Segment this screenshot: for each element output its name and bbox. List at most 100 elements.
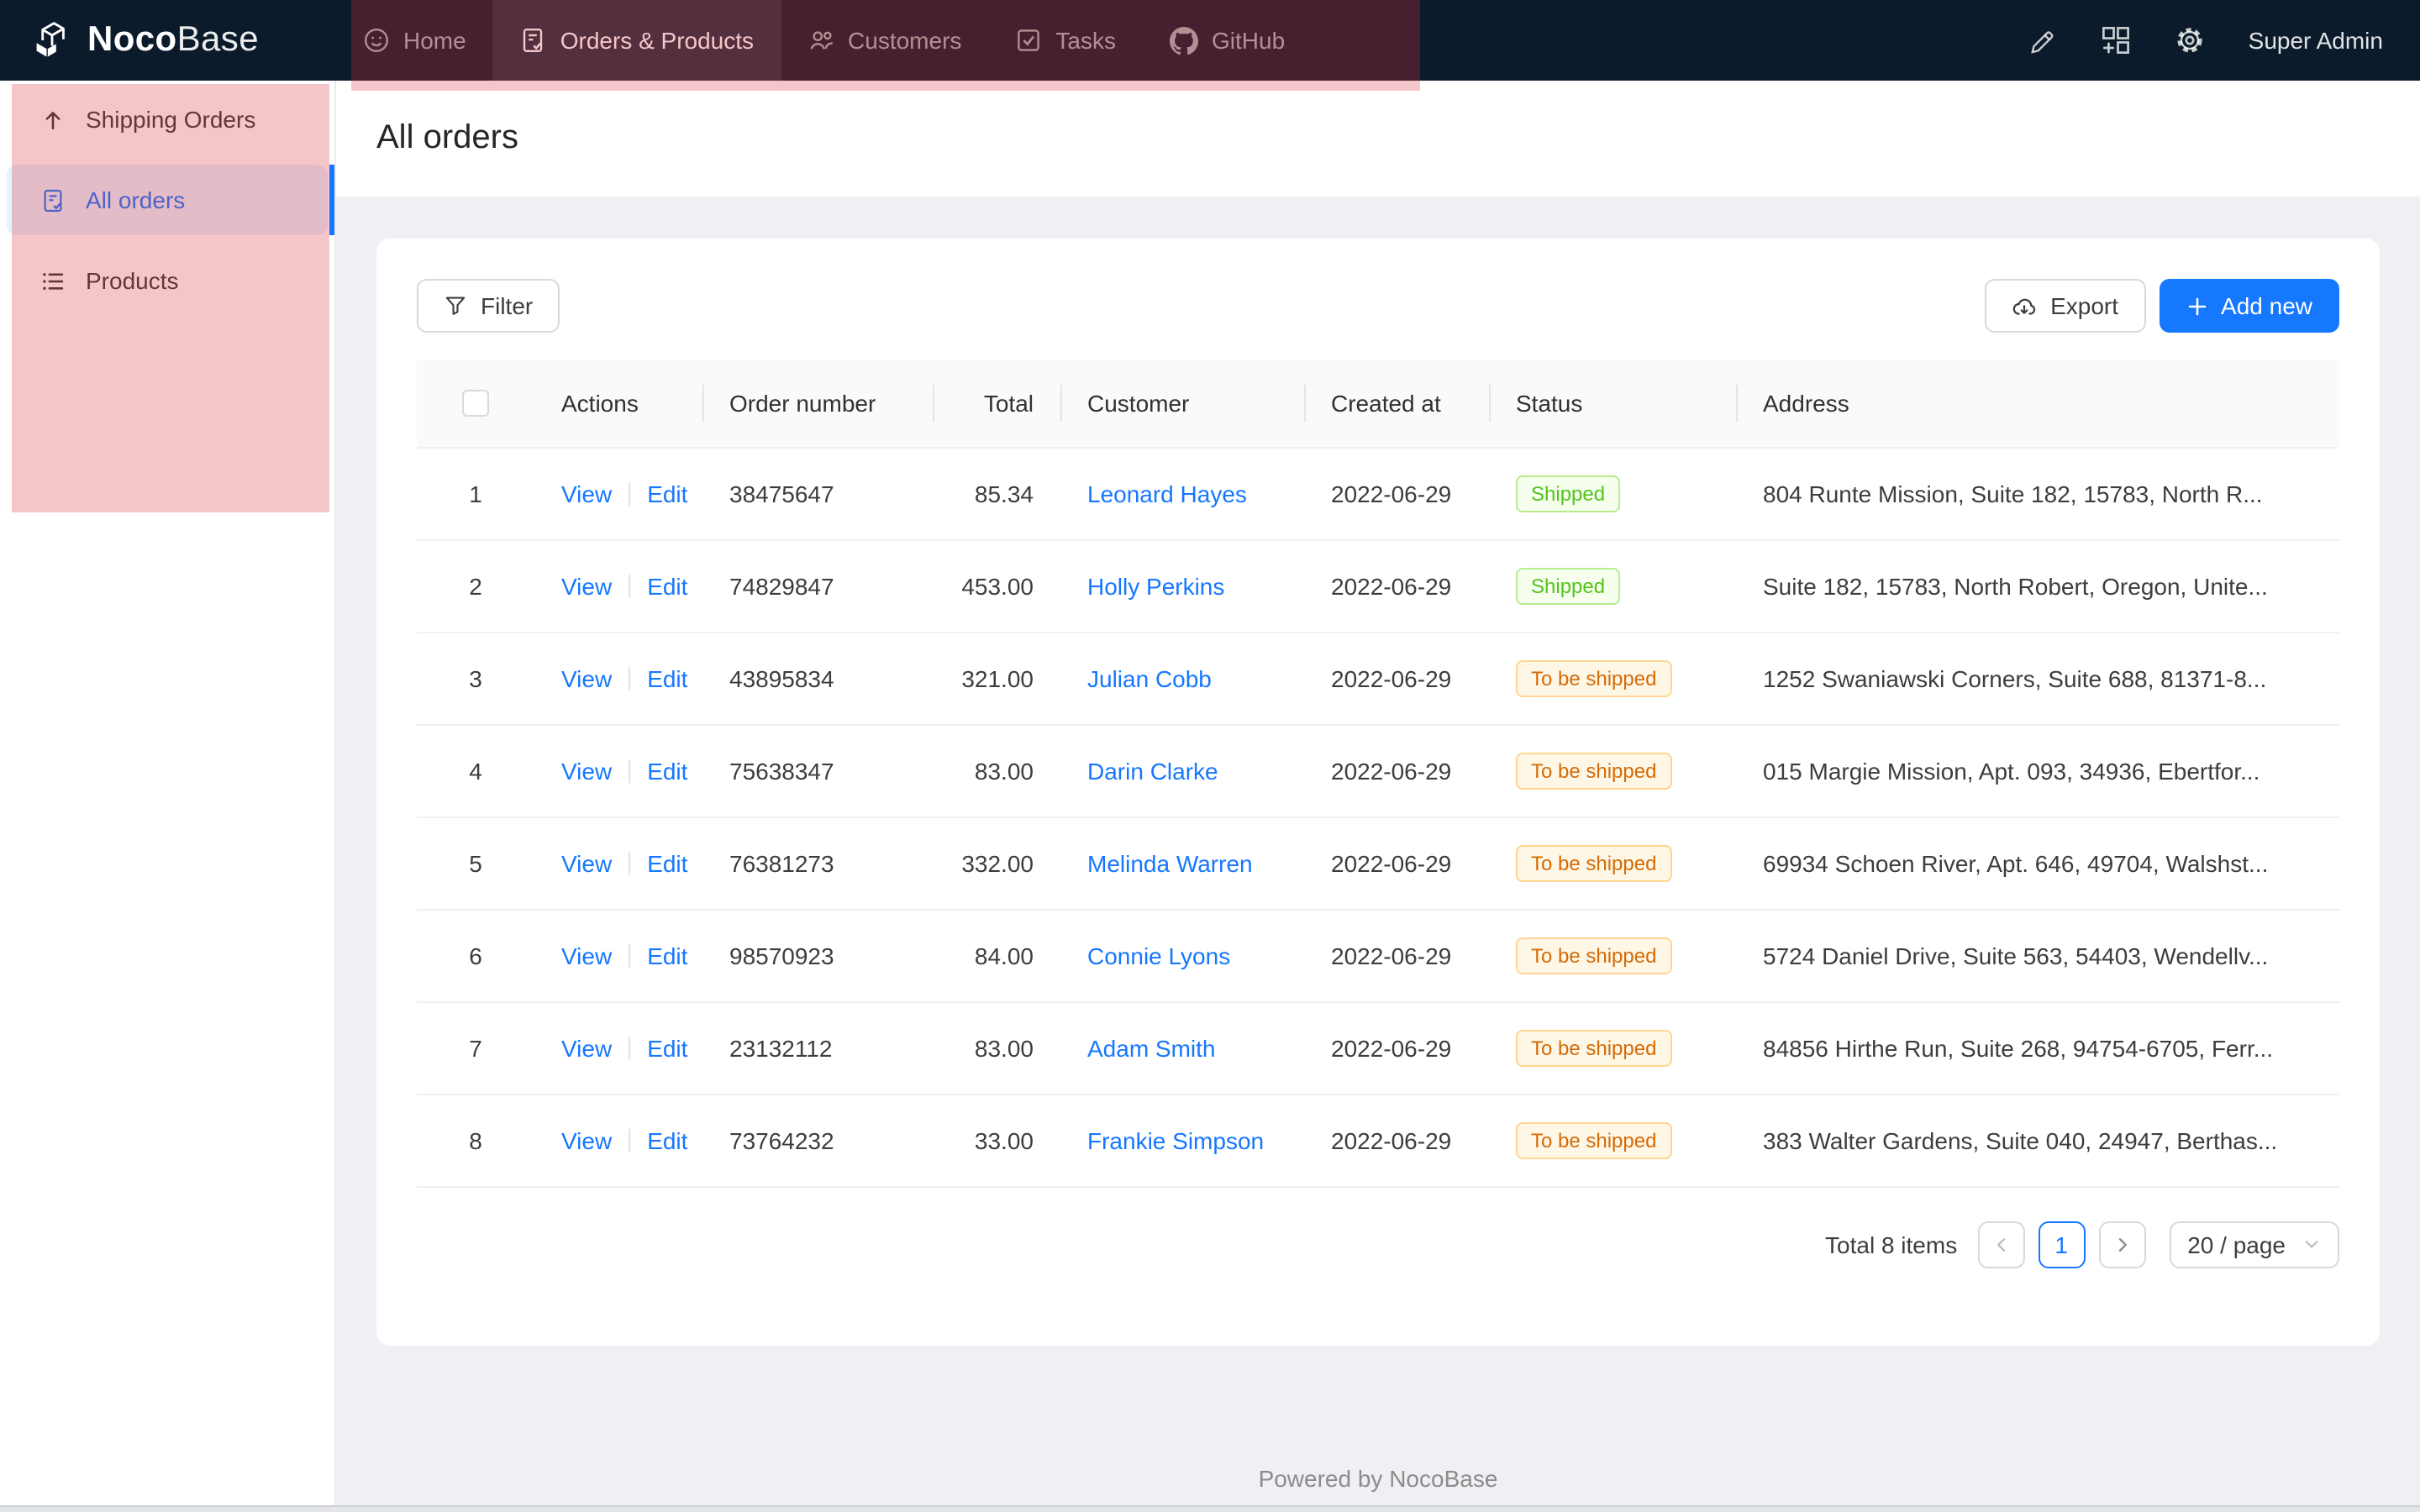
filter-button[interactable]: Filter bbox=[417, 279, 560, 333]
created-at-cell: 2022-06-29 bbox=[1304, 909, 1489, 1002]
row-index: 8 bbox=[469, 1126, 482, 1153]
address-cell: 84856 Hirthe Run, Suite 268, 94754-6705,… bbox=[1736, 1001, 2339, 1095]
customer-link[interactable]: Julian Cobb bbox=[1087, 664, 1212, 691]
row-index: 4 bbox=[469, 757, 482, 784]
address-cell: 383 Walter Gardens, Suite 040, 24947, Be… bbox=[1736, 1094, 2339, 1187]
sidebar-menu: Shipping Orders All orders bbox=[0, 81, 334, 316]
page-1-button[interactable]: 1 bbox=[2038, 1221, 2086, 1268]
edit-link[interactable]: Edit bbox=[647, 664, 688, 691]
nav-item-orders-products[interactable]: Orders & Products bbox=[492, 0, 781, 81]
nav-item-label: Tasks bbox=[1055, 27, 1116, 54]
table-header-row: Actions Order number Total Customer Crea… bbox=[417, 360, 2339, 448]
created-at-cell: 2022-06-29 bbox=[1304, 1094, 1489, 1187]
arrow-up-icon bbox=[40, 107, 66, 132]
view-link[interactable]: View bbox=[561, 664, 613, 691]
action-divider bbox=[629, 481, 631, 505]
prev-page-button[interactable] bbox=[1977, 1221, 2025, 1268]
user-menu[interactable]: Super Admin bbox=[2248, 27, 2383, 54]
nav-item-tasks[interactable]: Tasks bbox=[988, 0, 1143, 81]
page-header: All orders bbox=[336, 81, 2420, 197]
column-header-actions: Actions bbox=[534, 360, 702, 448]
edit-link[interactable]: Edit bbox=[647, 942, 688, 969]
edit-link[interactable]: Edit bbox=[647, 1034, 688, 1061]
chevron-down-icon bbox=[2302, 1235, 2321, 1253]
view-link[interactable]: View bbox=[561, 849, 613, 876]
customer-link[interactable]: Melinda Warren bbox=[1087, 849, 1253, 876]
edit-link[interactable]: Edit bbox=[647, 757, 688, 784]
order-number-cell: 75638347 bbox=[702, 724, 933, 817]
total-cell: 332.00 bbox=[933, 816, 1060, 910]
view-link[interactable]: View bbox=[561, 757, 613, 784]
highlighter-icon[interactable] bbox=[2027, 25, 2057, 55]
nav-item-label: Customers bbox=[848, 27, 962, 54]
nav-right: Super Admin bbox=[2027, 0, 2420, 81]
file-check-icon bbox=[40, 187, 66, 213]
view-link[interactable]: View bbox=[561, 480, 613, 507]
edit-link[interactable]: Edit bbox=[647, 572, 688, 599]
created-at-cell: 2022-06-29 bbox=[1304, 724, 1489, 817]
customer-link[interactable]: Holly Perkins bbox=[1087, 572, 1225, 599]
view-link[interactable]: View bbox=[561, 1126, 613, 1153]
order-number-cell: 98570923 bbox=[702, 909, 933, 1002]
nav-item-github[interactable]: GitHub bbox=[1143, 0, 1312, 81]
edit-link[interactable]: Edit bbox=[647, 849, 688, 876]
select-all-checkbox[interactable] bbox=[462, 390, 489, 417]
status-badge: To be shipped bbox=[1516, 659, 1672, 696]
order-number-cell: 73764232 bbox=[702, 1094, 933, 1187]
customer-link[interactable]: Darin Clarke bbox=[1087, 757, 1218, 784]
nocobase-logo-icon bbox=[30, 18, 74, 62]
customer-link[interactable]: Leonard Hayes bbox=[1087, 480, 1247, 507]
add-new-button[interactable]: Add new bbox=[2159, 279, 2339, 333]
nav-item-home[interactable]: Home bbox=[336, 0, 493, 81]
export-button[interactable]: Export bbox=[1985, 279, 2146, 333]
check-square-icon bbox=[1015, 27, 1042, 54]
customer-link[interactable]: Frankie Simpson bbox=[1087, 1126, 1265, 1153]
list-icon bbox=[40, 268, 66, 293]
total-cell: 453.00 bbox=[933, 539, 1060, 633]
edit-link[interactable]: Edit bbox=[647, 480, 688, 507]
table-row: 8 View Edit 73764232 33.00 Frankie Simpso… bbox=[417, 1094, 2339, 1187]
sidebar-item-label: All orders bbox=[86, 186, 186, 213]
row-index: 6 bbox=[469, 942, 482, 969]
row-index: 1 bbox=[469, 480, 482, 507]
nocobase-logo[interactable]: NocoBase bbox=[0, 0, 336, 81]
action-divider bbox=[629, 666, 631, 690]
blocks-icon[interactable] bbox=[2101, 25, 2131, 55]
pagination-total: Total 8 items bbox=[1825, 1231, 1958, 1257]
action-divider bbox=[629, 1036, 631, 1059]
edit-link[interactable]: Edit bbox=[647, 1126, 688, 1153]
file-check-icon bbox=[520, 27, 547, 54]
table-row: 3 View Edit 43895834 321.00 Julian Cobb 2… bbox=[417, 632, 2339, 725]
table-row: 4 View Edit 75638347 83.00 Darin Clarke 2… bbox=[417, 724, 2339, 817]
gear-icon[interactable] bbox=[2175, 25, 2205, 55]
next-page-button[interactable] bbox=[2098, 1221, 2146, 1268]
customer-link[interactable]: Connie Lyons bbox=[1087, 942, 1231, 969]
total-cell: 84.00 bbox=[933, 909, 1060, 1002]
nav-item-customers[interactable]: Customers bbox=[781, 0, 988, 81]
view-link[interactable]: View bbox=[561, 1034, 613, 1061]
table-toolbar: Filter Export bbox=[417, 279, 2339, 333]
sidebar-item-shipping-orders[interactable]: Shipping Orders bbox=[7, 84, 328, 155]
sidebar-item-products[interactable]: Products bbox=[7, 245, 328, 316]
column-header-address: Address bbox=[1736, 360, 2339, 448]
column-header-customer: Customer bbox=[1060, 360, 1304, 448]
column-header-created-at: Created at bbox=[1304, 360, 1489, 448]
view-link[interactable]: View bbox=[561, 572, 613, 599]
export-label: Export bbox=[2050, 292, 2119, 319]
view-link[interactable]: View bbox=[561, 942, 613, 969]
action-divider bbox=[629, 574, 631, 597]
row-index: 5 bbox=[469, 849, 482, 876]
table-row: 6 View Edit 98570923 84.00 Connie Lyons 2… bbox=[417, 909, 2339, 1002]
nocobase-logo-text: NocoBase bbox=[87, 20, 259, 59]
created-at-cell: 2022-06-29 bbox=[1304, 632, 1489, 725]
sidebar: Shipping Orders All orders bbox=[0, 81, 336, 1512]
status-badge: To be shipped bbox=[1516, 844, 1672, 881]
sidebar-item-label: Products bbox=[86, 267, 179, 294]
customer-link[interactable]: Adam Smith bbox=[1087, 1034, 1216, 1061]
sidebar-item-all-orders[interactable]: All orders bbox=[7, 165, 334, 235]
cloud-download-icon bbox=[2012, 293, 2037, 318]
order-number-cell: 76381273 bbox=[702, 816, 933, 910]
team-icon bbox=[808, 27, 834, 54]
page-size-select[interactable]: 20 / page bbox=[2169, 1221, 2339, 1268]
